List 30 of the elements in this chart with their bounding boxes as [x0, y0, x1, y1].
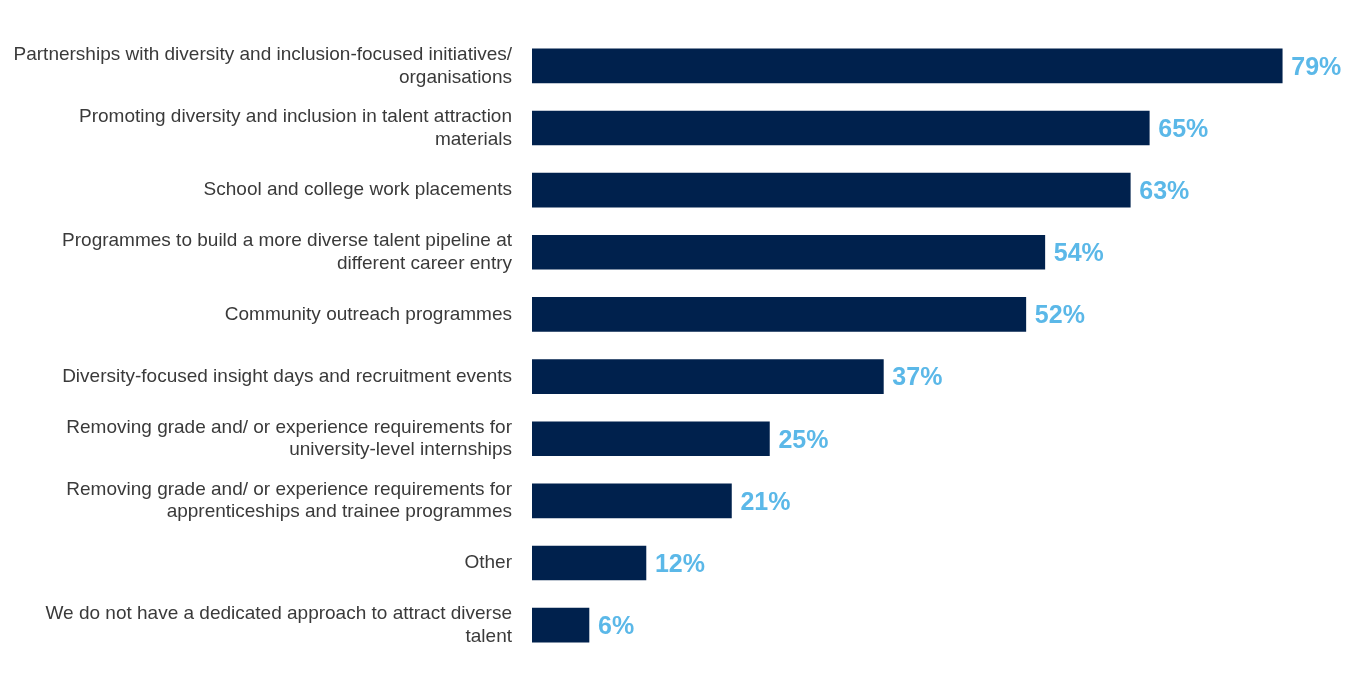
- data-label: 37%: [892, 362, 943, 391]
- data-label: 65%: [1158, 113, 1209, 142]
- y-tick-label: Removing grade and/ or experience requirements for apprenticeships and trainee programmes: [66, 477, 513, 522]
- bar: [532, 297, 1027, 332]
- data-label: 6%: [597, 611, 635, 640]
- y-tick-label: Other: [464, 551, 513, 573]
- data-label: 12%: [654, 548, 706, 577]
- bar: [532, 234, 1046, 270]
- data-label: 21%: [740, 486, 791, 515]
- y-tick-label: Partnerships with diversity and inclusion-focused initiatives/ organisations: [13, 42, 513, 87]
- bar: [532, 48, 1283, 84]
- y-tick-label: Promoting diversity and inclusion in talent attraction materials: [78, 104, 512, 149]
- bar: [532, 545, 647, 581]
- y-tick-label: Diversity-focused insight days and recruitment events: [62, 364, 512, 386]
- y-tick-label: Programmes to build a more diverse talent pipeline at different career entry: [62, 229, 513, 273]
- data-label: 52%: [1034, 300, 1085, 329]
- bar: [532, 172, 1131, 208]
- data-label: 63%: [1139, 176, 1190, 205]
- data-label: 54%: [1053, 238, 1104, 267]
- data-label: 25%: [778, 424, 829, 453]
- bar: [532, 483, 732, 519]
- y-tick-label: We do not have a dedicated approach to attract diverse talent: [45, 601, 513, 646]
- bar: [532, 607, 590, 643]
- y-tick-label: Community outreach programmes: [224, 302, 512, 324]
- bar: [532, 359, 884, 394]
- y-tick-label: School and college work placements: [203, 178, 512, 200]
- y-tick-label: Removing grade and/ or experience requirements for university-level internships: [66, 415, 513, 460]
- data-label: 79%: [1291, 51, 1342, 80]
- bar: [532, 110, 1150, 146]
- bar: [532, 421, 770, 457]
